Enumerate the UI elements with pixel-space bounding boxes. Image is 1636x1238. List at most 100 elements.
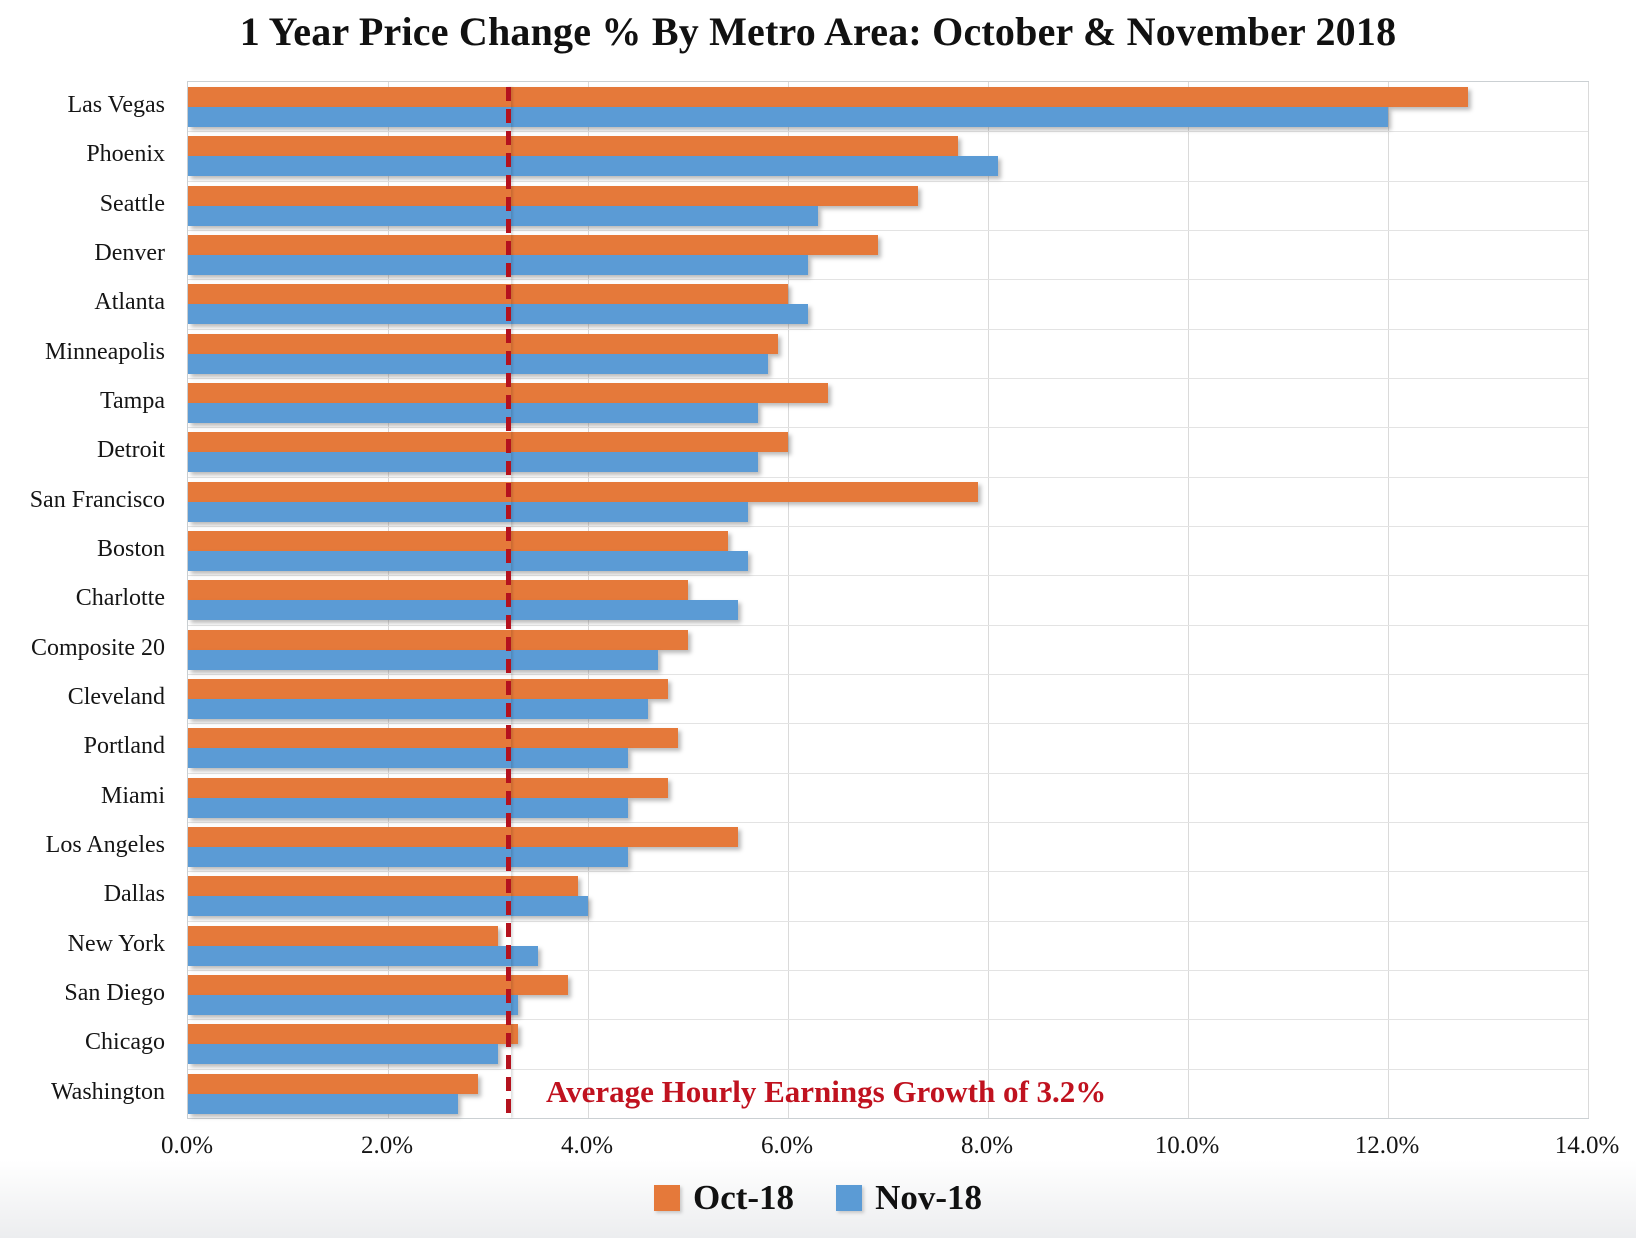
- category-label: San Diego: [64, 980, 165, 1006]
- category-label: Seattle: [99, 190, 165, 217]
- bar-oct-18: [188, 975, 568, 995]
- bar-oct-18: [188, 1024, 518, 1045]
- bar-oct-18: [188, 876, 578, 897]
- bar-nov-18: [188, 847, 628, 867]
- bar-oct-18: [188, 925, 498, 946]
- gridline-horizontal: [188, 674, 1588, 675]
- x-tick-label: 2.0%: [360, 1132, 414, 1159]
- gridline-horizontal: [188, 476, 1588, 478]
- gridline-vertical: [988, 82, 989, 1118]
- bar-oct-18: [188, 481, 978, 502]
- bar-nov-18: [188, 205, 818, 226]
- category-label: Denver: [94, 240, 165, 266]
- category-label: Boston: [96, 536, 165, 562]
- category-label: Cleveland: [67, 684, 165, 710]
- legend-label: Oct-18: [692, 1178, 795, 1217]
- legend-item-oct-18: Oct-18: [653, 1178, 795, 1218]
- bar-oct-18: [188, 679, 668, 699]
- category-axis: Las Vegas Phoenix Seattle Denver Atlanta Minn…: [0, 81, 170, 1117]
- bar-oct-18: [188, 531, 728, 551]
- category-label: Atlanta: [94, 289, 165, 316]
- bar-nov-18: [188, 649, 658, 670]
- category-label: Los Angeles: [45, 832, 165, 858]
- gridline-horizontal: [188, 772, 1588, 774]
- gridline-horizontal: [188, 575, 1588, 577]
- gridline-horizontal: [188, 624, 1588, 626]
- category-label: Composite 20: [30, 634, 165, 661]
- legend-item-nov-18: Nov-18: [836, 1178, 982, 1218]
- bar-oct-18: [188, 333, 778, 354]
- bar-oct-18: [188, 432, 788, 453]
- bar-oct-18: [188, 629, 688, 650]
- bar-oct-18: [188, 728, 678, 749]
- gridline-horizontal: [188, 1068, 1588, 1070]
- category-label: Phoenix: [86, 141, 165, 168]
- x-tick-label: 4.0%: [560, 1132, 614, 1159]
- reference-line-label: Average Hourly Earnings Growth of 3.2%: [546, 1074, 1107, 1109]
- gridline-vertical: [1388, 82, 1389, 1118]
- x-tick-label: 6.0%: [760, 1132, 814, 1159]
- bar-oct-18: [188, 580, 688, 601]
- bar-nov-18: [188, 600, 738, 621]
- x-axis: 0.0% 2.0% 4.0% 6.0% 8.0% 10.0% 12.0% 14.0%: [0, 1128, 1636, 1164]
- bar-nov-18: [188, 452, 758, 473]
- reference-line: [506, 87, 511, 1118]
- gridline-vertical: [1188, 82, 1189, 1118]
- x-tick-label: 8.0%: [960, 1132, 1014, 1159]
- bar-nov-18: [188, 1044, 498, 1065]
- bar-nov-18: [188, 1093, 458, 1114]
- gridline-horizontal: [188, 1019, 1588, 1021]
- bar-nov-18: [188, 107, 1388, 127]
- bar-oct-18: [188, 87, 1468, 107]
- bar-nov-18: [188, 748, 628, 769]
- bar-nov-18: [188, 304, 808, 325]
- category-label: Portland: [83, 733, 165, 760]
- x-tick-label: 12.0%: [1354, 1132, 1420, 1159]
- bar-oct-18: [188, 777, 668, 798]
- gridline-horizontal: [188, 526, 1588, 527]
- bar-oct-18: [188, 235, 878, 255]
- legend-swatch-icon: [653, 1185, 680, 1211]
- category-label: Detroit: [97, 437, 165, 464]
- bar-oct-18: [188, 827, 738, 847]
- bar-nov-18: [188, 501, 748, 522]
- legend: Oct-18 Nov-18: [0, 1178, 1636, 1218]
- gridline-horizontal: [188, 230, 1588, 231]
- gridline-vertical: [1588, 82, 1589, 1118]
- gridline-horizontal: [188, 328, 1588, 330]
- x-tick-label: 0.0%: [160, 1132, 214, 1159]
- category-label: Chicago: [85, 1029, 165, 1056]
- x-tick-label: 14.0%: [1554, 1132, 1620, 1159]
- bar-nov-18: [188, 551, 748, 571]
- gridline-horizontal: [188, 822, 1588, 823]
- category-label: Tampa: [100, 388, 165, 414]
- category-label: Dallas: [103, 881, 165, 908]
- bar-nov-18: [188, 255, 808, 275]
- category-label: Miami: [101, 782, 165, 809]
- category-label: Charlotte: [75, 585, 165, 612]
- category-label: Minneapolis: [45, 338, 165, 365]
- x-tick-label: 10.0%: [1154, 1132, 1220, 1159]
- gridline-horizontal: [188, 970, 1588, 971]
- gridline-horizontal: [188, 723, 1588, 725]
- category-label: Washington: [50, 1078, 165, 1105]
- gridline-horizontal: [188, 920, 1588, 922]
- bar-oct-18: [188, 284, 788, 305]
- gridline-vertical: [788, 82, 789, 1118]
- gridline-horizontal: [188, 131, 1588, 133]
- bar-nov-18: [188, 699, 648, 719]
- category-label: Las Vegas: [67, 92, 165, 118]
- bar-oct-18: [188, 136, 958, 157]
- legend-swatch-icon: [836, 1185, 863, 1211]
- bar-oct-18: [188, 1073, 478, 1094]
- bar-nov-18: [188, 156, 998, 177]
- category-label: New York: [67, 930, 165, 957]
- plot-area: Average Hourly Earnings Growth of 3.2%: [187, 81, 1589, 1119]
- legend-label: Nov-18: [875, 1178, 982, 1217]
- gridline-horizontal: [188, 378, 1588, 379]
- bar-nov-18: [188, 945, 538, 966]
- bar-nov-18: [188, 995, 518, 1015]
- bar-nov-18: [188, 403, 758, 423]
- gridline-horizontal: [188, 180, 1588, 182]
- bar-nov-18: [188, 797, 628, 818]
